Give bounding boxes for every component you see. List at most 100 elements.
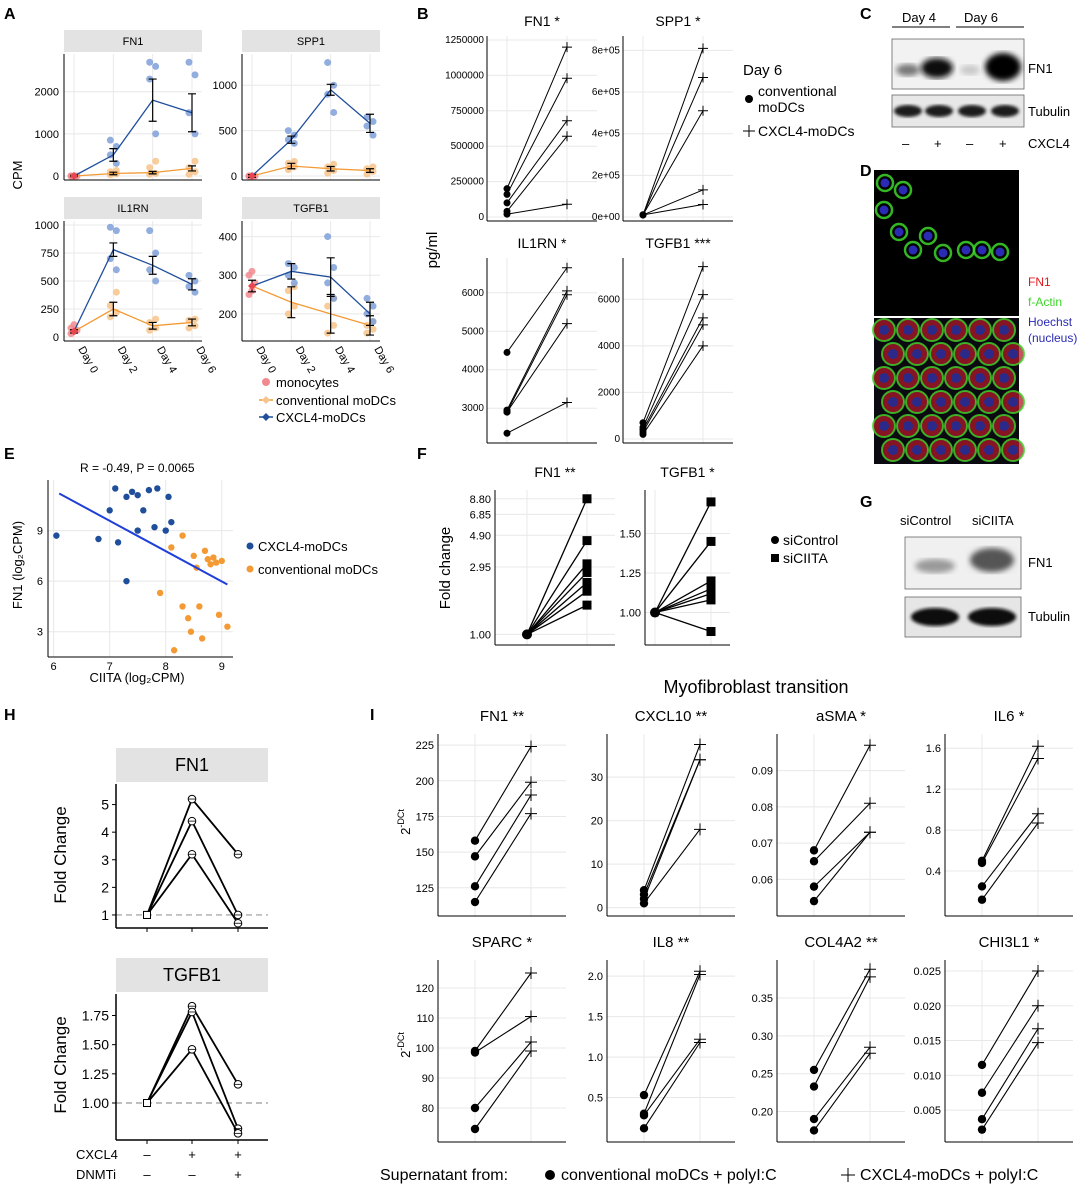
pair-line: [474, 746, 532, 841]
pair-line: [474, 1041, 532, 1109]
point-cxcl4: [146, 58, 154, 66]
y-tick-label: 125: [416, 883, 434, 895]
y-tick-label: 4e+05: [592, 129, 621, 140]
pair-line: [526, 572, 588, 635]
point-conventional: [187, 628, 195, 635]
point-conventional: [112, 288, 120, 296]
legend-b-conventional-label-1: conventional: [758, 83, 837, 99]
micro-cell-nucleus: [923, 231, 933, 241]
point-siciita: [582, 559, 592, 569]
panel-letter-h: H: [4, 707, 16, 724]
y-tick-label: 1000000: [445, 70, 484, 81]
panel-h-cxcl4-sign3: +: [234, 1147, 242, 1162]
error-bar: [148, 170, 157, 175]
y-tick-label: 0.35: [752, 993, 773, 1005]
pair-line: [642, 266, 704, 423]
micro-cell-nucleus: [912, 349, 922, 359]
pair-line: [643, 1038, 701, 1116]
legend-f-siciita-marker: [771, 554, 779, 562]
micro-cell-nucleus: [879, 325, 889, 335]
legend-b-cxcl4-label: CXCL4-moDCs: [758, 123, 854, 139]
facet-title-spp1: SPP1: [297, 36, 325, 48]
pair-line: [506, 78, 568, 195]
pair-line: [813, 976, 871, 1087]
panel-e-plot: 6 7 8 9 3 6 9: [37, 480, 233, 673]
panel-i-plot: FN1 ** 125 150 175 200 225 CXCL10 ** 0 10 20 30 aSM…: [416, 708, 1073, 1143]
point-cxcl4: [562, 42, 572, 53]
panel-i-ylabel-top-base-text: 2: [398, 828, 413, 835]
point-conventional: [470, 1048, 480, 1057]
error-bar: [109, 242, 118, 257]
y-tick-label: 200: [416, 776, 434, 788]
point-conventional: [212, 559, 220, 566]
micro-cell-nucleus: [903, 373, 913, 383]
pair-line: [654, 580, 712, 614]
error-bar: [326, 257, 335, 298]
error-bar: [366, 113, 374, 134]
micro-cell-nucleus: [1008, 397, 1018, 407]
y-tick-label: 0.20: [752, 1107, 773, 1119]
point-conventional: [106, 302, 114, 310]
facet-b-title: IL1RN *: [517, 235, 567, 251]
panel-h-plot: FN1 1 2 3 4 5 TGFB1 1.00 1.25 1.50 1.75: [82, 748, 268, 1144]
pair-line: [813, 831, 871, 902]
point-conventional: [170, 647, 178, 654]
facet-strip-fn1: [64, 30, 202, 52]
panel-letter-b: B: [417, 6, 429, 23]
legend-conventional-label: conventional moDCs: [276, 393, 396, 408]
point-cxcl4: [525, 967, 537, 979]
panel-i-ylabel-top-sup: -DCt: [396, 809, 406, 828]
error-bar: [148, 78, 157, 122]
panel-d-microscopy: FN1 f-Actin Hoechst (nucleus): [872, 170, 1077, 464]
panel-b-legend-title: Day 6: [743, 62, 782, 79]
panel-e-xlabel: CIITA (log₂CPM): [89, 670, 184, 685]
point-cxcl4: [562, 199, 572, 210]
point-cxcl4: [152, 277, 160, 285]
x-tick-label: Day 2: [115, 345, 140, 376]
pair-line: [474, 794, 532, 887]
point-cxcl4: [525, 1045, 537, 1057]
point-cxcl4: [694, 738, 706, 751]
y-tick-label: 110: [416, 1013, 434, 1025]
y-tick-label: 0.30: [752, 1031, 773, 1043]
panel-f-ylabel: Fold change: [437, 527, 454, 610]
pair-line: [474, 1050, 532, 1130]
point-conventional: [470, 1124, 480, 1134]
y-tick-label: 1.25: [82, 1066, 109, 1082]
error-bar: [188, 165, 196, 172]
point-cxcl4: [95, 535, 102, 543]
point-conventional: [503, 429, 511, 437]
pair-line: [474, 1016, 532, 1053]
point-cxcl4: [369, 302, 377, 310]
blot-g-tubulin-lane1: [911, 608, 959, 626]
y-tick-label: 1250000: [445, 35, 484, 46]
pair-line: [506, 203, 568, 215]
panel-e-legend: CXCL4-moDCs conventional moDCs: [246, 539, 378, 577]
legend-f-sicontrol-marker: [771, 536, 779, 544]
point-cxcl4: [330, 81, 338, 89]
pair-line: [981, 970, 1039, 1066]
micro-cell-actin: [875, 173, 895, 193]
facet-strip-tgfb1: [242, 197, 380, 219]
point-conventional: [284, 166, 292, 174]
blot-g-tubulin-label: Tubulin: [1028, 609, 1070, 624]
y-tick-label: 1000: [35, 129, 59, 141]
y-tick-label: 8e+05: [592, 45, 621, 56]
y-tick-label: 750000: [451, 106, 485, 117]
pair-line: [506, 120, 568, 204]
pair-line: [506, 294, 568, 413]
point-control: [143, 1099, 151, 1107]
point-conventional: [503, 408, 511, 416]
point-cxcl4: [1032, 752, 1044, 765]
pair-line: [643, 744, 701, 891]
y-tick-label: 500000: [451, 141, 485, 152]
panel-i-ylabel-bottom-base: 2-DCt: [396, 1032, 413, 1058]
panel-h-ylabel-top: Fold Change: [51, 806, 70, 903]
y-tick-label: 0: [231, 171, 237, 183]
micro-cell-nucleus: [879, 205, 889, 215]
point-cxcl4: [284, 127, 292, 135]
error-bar: [366, 301, 374, 327]
point-cxcl4: [864, 1047, 876, 1060]
pair-line: [643, 974, 701, 1114]
micro-cell-nucleus: [927, 325, 937, 335]
